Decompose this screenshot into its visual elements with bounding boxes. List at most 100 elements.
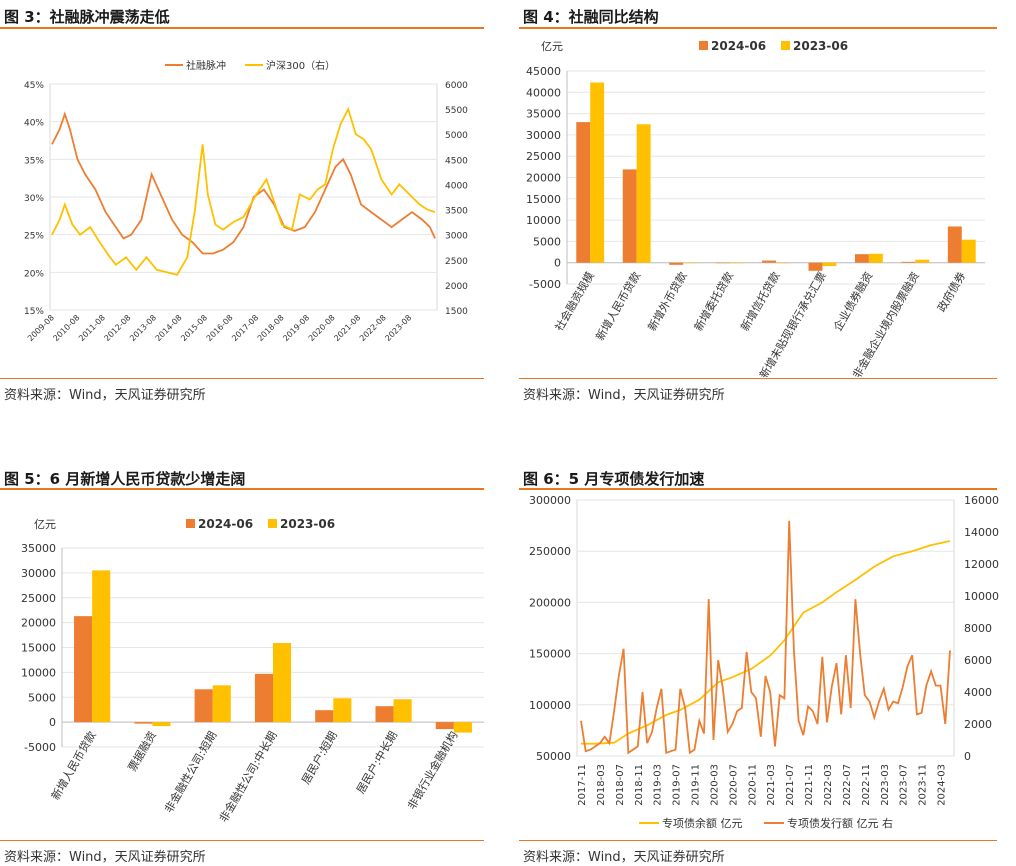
- bar: [622, 169, 637, 263]
- x-tick-label: 新增委托贷款: [691, 269, 736, 333]
- x-tick-label: 2023-08: [383, 313, 413, 343]
- x-tick-label: 2022-08: [358, 313, 388, 343]
- bar: [194, 689, 213, 723]
- line-chart-special-bonds: 50000 100000 150000 200000 250000 300000 0 2000…: [529, 494, 999, 830]
- y-tick-label: 20000: [21, 617, 56, 630]
- x-tick-label: 2022-03: [823, 764, 834, 806]
- y-tick-label: 150000: [529, 648, 571, 661]
- bar: [92, 570, 111, 723]
- x-tick-label: 2017-08: [230, 313, 260, 343]
- x-tick-label: 2018-07: [615, 764, 626, 806]
- x-tick-label: 2019-08: [281, 313, 311, 343]
- chart-title: 图 5：6 月新增人民币贷款少增走阔: [4, 470, 246, 488]
- bar: [808, 262, 823, 271]
- x-tick-label: 2019-11: [691, 764, 702, 806]
- bar: [901, 261, 916, 263]
- y2-tick-label: 4500: [445, 156, 468, 166]
- legend-label: 社融脉冲: [186, 59, 226, 72]
- y2-tick-label: 2000: [445, 282, 468, 292]
- bar: [254, 673, 273, 723]
- bar: [435, 722, 454, 730]
- bar: [715, 262, 730, 264]
- x-tick-label: 2018-11: [634, 764, 645, 806]
- x-tick-label: 2010-08: [51, 313, 81, 343]
- x-tick-label: 非银行业金融机构: [404, 729, 460, 812]
- source-note: 资料来源：Wind，天风证券研究所: [4, 850, 206, 865]
- y-tick-label: 100000: [529, 699, 571, 712]
- chart-panel-6: 图 6：5 月专项债发行加速 50000 100000 150000 200000 25…: [519, 462, 1006, 866]
- x-tick-label: 政府债券: [934, 269, 968, 314]
- bar: [315, 710, 334, 723]
- chart-panel-4: 图 4：社融同比结构 -5000 0 5000 10000 15000 20000 2500…: [519, 0, 1006, 410]
- x-tick-label: 2013-08: [128, 313, 158, 343]
- bar: [776, 262, 790, 264]
- y-tick-label: 5000: [533, 235, 561, 248]
- y2-tick-label: 3000: [445, 232, 468, 242]
- x-tick-label: 新增人民币贷款: [593, 269, 644, 343]
- bar: [854, 254, 869, 263]
- y-tick-label: 45%: [24, 81, 44, 91]
- y-tick-label: 20000: [526, 172, 561, 185]
- y-tick-label: 15000: [526, 193, 561, 206]
- chart-title: 图 6：5 月专项债发行加速: [523, 470, 705, 488]
- series-line: [51, 111, 436, 255]
- bar-chart-new-rmb-loans: -5000 0 5000 10000 15000 20000 25000 30000 35000…: [21, 517, 484, 825]
- bar: [576, 122, 591, 263]
- x-tick-label: 2020-11: [747, 764, 758, 806]
- x-tick-label: 2018-08: [256, 313, 286, 343]
- legend-swatch: [268, 519, 277, 528]
- source-note: 资料来源：Wind，天风证券研究所: [523, 388, 725, 403]
- bar: [947, 226, 962, 263]
- source-rule: [0, 378, 484, 379]
- x-tick-label: 2022-11: [861, 764, 872, 806]
- bar: [822, 262, 837, 267]
- legend-label: 专项债余额 亿元: [662, 816, 743, 830]
- y-tick-label: 35%: [24, 156, 44, 166]
- legend-label: 专项债发行额 亿元 右: [787, 816, 893, 830]
- x-tick-label: 2021-03: [766, 764, 777, 806]
- y-tick-label: 0: [554, 257, 561, 270]
- bar: [729, 262, 744, 264]
- bar: [212, 685, 231, 723]
- x-tick-label: 新增外币贷款: [645, 269, 690, 333]
- y-tick-label: 35000: [526, 108, 561, 121]
- unit-label: 亿元: [34, 518, 56, 531]
- y-tick-label: 10000: [526, 214, 561, 227]
- series-line: [51, 106, 436, 276]
- x-tick-label: 企业债券融资: [830, 269, 875, 333]
- x-tick-label: 居民户:中长期: [353, 729, 400, 796]
- bar: [868, 253, 883, 263]
- y2-tick-label: 1500: [445, 307, 468, 317]
- y-tick-label: 30000: [21, 567, 56, 580]
- legend-label: 沪深300（右）: [266, 59, 335, 72]
- bar: [669, 262, 684, 265]
- x-tick-label: 2016-08: [205, 313, 235, 343]
- y2-tick-label: 3500: [445, 207, 468, 217]
- x-tick-label: 2015-08: [179, 313, 209, 343]
- y2-tick-label: 5000: [445, 131, 468, 141]
- x-tick-label: 新增信托贷款: [737, 269, 782, 333]
- title-rule: [519, 27, 997, 29]
- y-tick-label: 15000: [21, 642, 56, 655]
- x-tick-label: 新增人民币贷款: [48, 729, 99, 803]
- x-tick-label: 2020-08: [307, 313, 337, 343]
- y2-tick-label: 2500: [445, 257, 468, 267]
- y-tick-label: 10000: [21, 666, 56, 679]
- series-line: [581, 540, 951, 745]
- bar: [393, 699, 412, 723]
- y-tick-label: 25%: [24, 232, 44, 242]
- legend-label: 2023-06: [793, 39, 848, 53]
- y-tick-label: 40%: [24, 119, 44, 129]
- y2-tick-label: 10000: [964, 590, 999, 603]
- x-tick-label: 2018-03: [596, 764, 607, 806]
- y2-tick-label: 5500: [445, 106, 468, 116]
- chart-panel-5: 图 5：6 月新增人民币贷款少增走阔 -5000 0 5000 10000 15000 2…: [0, 462, 487, 866]
- x-tick-label: 2017-11: [577, 764, 588, 806]
- y-tick-label: 300000: [529, 494, 571, 507]
- title-rule: [0, 27, 484, 29]
- bar: [333, 698, 352, 723]
- y2-tick-label: 4000: [445, 181, 468, 191]
- bar: [590, 82, 605, 263]
- x-tick-label: 2021-07: [785, 764, 796, 806]
- y-tick-label: -5000: [24, 741, 56, 754]
